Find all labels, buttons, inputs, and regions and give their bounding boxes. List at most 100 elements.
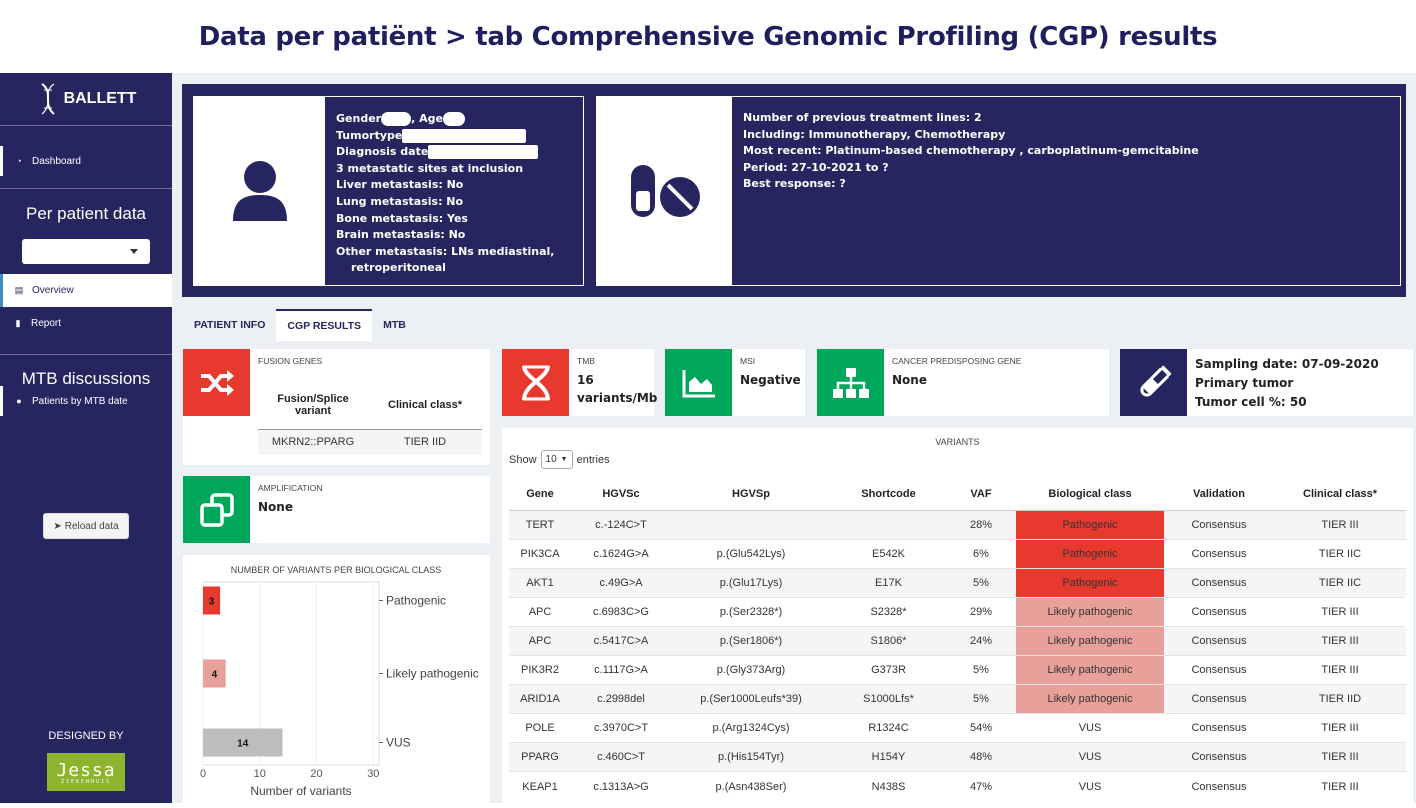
- table-row[interactable]: ARID1A c.2998del p.(Ser1000Leufs*39) S1000L…: [509, 684, 1406, 714]
- bar-value-label: 14: [237, 739, 249, 750]
- table-cell: 24%: [946, 625, 1016, 656]
- tmb-value-unit: variants/Mb: [577, 391, 658, 405]
- sidebar-item-label: Patients by MTB date: [32, 395, 128, 407]
- table-cell: VUS: [1016, 713, 1164, 743]
- reload-data-button[interactable]: ➤ Reload data: [43, 513, 129, 539]
- amplification-icon-box: [183, 476, 250, 543]
- age-label: , Age: [411, 112, 443, 125]
- column-header[interactable]: HGVSc: [571, 478, 671, 511]
- table-cell: Pathogenic: [1016, 567, 1164, 598]
- person-icon-box: [194, 97, 325, 285]
- table-cell: APC: [509, 596, 571, 627]
- variants-box: VARIANTS Show 10 ▼ entries Gene HGVSc HGVSp…: [502, 428, 1413, 803]
- table-row[interactable]: PIK3R2 c.1117G>A p.(Gly373Arg) G373R 5% Likel…: [509, 654, 1406, 685]
- sidebar-item-patients-by-mtb[interactable]: ● Patients by MTB date: [0, 386, 172, 416]
- variants-chart-box: NUMBER OF VARIANTS PER BIOLOGICAL CLASS 0…: [183, 555, 490, 803]
- clinical-class-col-header[interactable]: Clinical class*: [388, 398, 462, 411]
- patient-select[interactable]: [22, 239, 150, 264]
- table-row[interactable]: POLE c.3970C>T p.(Arg1324Cys) R1324C 54% VUS C…: [509, 713, 1406, 743]
- table-cell: APC: [509, 625, 571, 656]
- patient-banner: Gender , Age Tumortype Diagnosis date 3 m…: [182, 84, 1406, 297]
- treatment-period: Period: 27-10-2021 to ?: [743, 160, 889, 174]
- app-logo[interactable]: BALLETT: [0, 73, 172, 126]
- cpg-icon-box: [817, 349, 884, 416]
- column-header[interactable]: Clinical class*: [1274, 478, 1406, 511]
- treatment-lines: Number of previous treatment lines: 2: [743, 111, 982, 124]
- jessa-logo-sub: ZIEKENHUIS: [60, 778, 112, 785]
- table-cell: Pathogenic: [1016, 509, 1164, 540]
- sidebar-item-report[interactable]: ▮ Report: [0, 307, 172, 340]
- table-cell: p.(Ser2328*): [671, 596, 831, 627]
- table-cell: Consensus: [1164, 509, 1274, 540]
- table-cell: TIER IIC: [1274, 567, 1406, 598]
- table-cell: 28%: [946, 509, 1016, 540]
- table-cell: Consensus: [1164, 771, 1274, 801]
- cpg-value: None: [892, 373, 927, 387]
- fusion-variant-cell: MKRN2::PPARG: [271, 436, 355, 449]
- section-header-per-patient: Per patient data: [25, 204, 147, 223]
- tumortype-label: Tumortype: [336, 128, 403, 142]
- patient-card: Gender , Age Tumortype Diagnosis date 3 m…: [193, 96, 584, 286]
- area-chart-icon: [682, 369, 715, 397]
- table-cell: 5%: [946, 684, 1016, 714]
- metastatic-sites: 3 metastatic sites at inclusion: [336, 161, 524, 175]
- table-cell: PPARG: [509, 742, 571, 772]
- table-cell: TERT: [509, 509, 571, 540]
- redacted: [442, 112, 465, 126]
- chart-title: NUMBER OF VARIANTS PER BIOLOGICAL CLASS: [231, 565, 442, 575]
- table-cell: c.1313A>G: [571, 771, 671, 801]
- column-header[interactable]: Shortcode: [831, 478, 946, 511]
- table-cell: p.(Glu542Lys): [671, 538, 831, 569]
- table-row[interactable]: PPARG c.460C>T p.(His154Tyr) H154Y 48% VUS Con…: [509, 742, 1406, 772]
- fusion-class-cell: TIER IID: [403, 436, 447, 449]
- table-cell: VUS: [1016, 742, 1164, 772]
- table-cell: p.(Asn438Ser): [671, 771, 831, 801]
- table-cell: TIER III: [1274, 771, 1406, 801]
- tab-cgp-results[interactable]: CGP RESULTS: [276, 309, 373, 341]
- tab-patient-info[interactable]: PATIENT INFO: [183, 309, 277, 341]
- msi-value: Negative: [740, 373, 801, 387]
- cpg-title: CANCER PREDISPOSING GENE: [892, 356, 1022, 366]
- entries-select[interactable]: 10 ▼: [540, 450, 573, 469]
- tab-mtb[interactable]: MTB: [372, 309, 417, 341]
- table-cell: N438S: [831, 771, 946, 801]
- table-cell: Consensus: [1164, 625, 1274, 656]
- logo-text: BALLETT: [63, 90, 137, 107]
- column-header[interactable]: HGVSp: [671, 478, 831, 511]
- column-header[interactable]: Gene: [509, 478, 571, 511]
- column-header[interactable]: Biological class: [1016, 478, 1164, 511]
- table-row[interactable]: PIK3CA c.1624G>A p.(Glu542Lys) E542K 6% Patho…: [509, 538, 1406, 569]
- fusion-col-header[interactable]: Fusion/Splice variant: [277, 392, 349, 417]
- table-cell: TIER III: [1274, 509, 1406, 540]
- table-cell: 5%: [946, 654, 1016, 685]
- redacted: [402, 128, 527, 143]
- table-cell: TIER III: [1274, 625, 1406, 656]
- column-header[interactable]: VAF: [946, 478, 1016, 511]
- table-cell: TIER III: [1274, 596, 1406, 627]
- table-row[interactable]: APC c.5417C>A p.(Ser1806*) S1806* 24% Likely …: [509, 625, 1406, 656]
- table-row[interactable]: APC c.6983C>G p.(Ser2328*) S2328* 29% Likely …: [509, 596, 1406, 627]
- sidebar-item-overview[interactable]: ▤ Overview: [0, 274, 172, 307]
- table-cell: p.(Ser1806*): [671, 625, 831, 656]
- table-row[interactable]: TERT c.-124C>T 28% Pathogenic Consensus TIER …: [509, 509, 1406, 540]
- table-cell: c.3970C>T: [571, 713, 671, 743]
- column-header[interactable]: Validation: [1164, 478, 1274, 511]
- table-row[interactable]: KEAP1 c.1313A>G p.(Asn438Ser) N438S 47% VUS Co…: [509, 771, 1406, 801]
- table-row[interactable]: AKT1 c.49G>A p.(Glu17Lys) E17K 5% Pathogenic C…: [509, 567, 1406, 598]
- table-cell: KEAP1: [509, 771, 571, 801]
- msi-title: MSI: [740, 356, 756, 366]
- comments-icon: ●: [16, 396, 22, 406]
- fusion-table: Fusion/Splice variant Clinical class* MK…: [258, 381, 482, 455]
- table-cell: p.(Arg1324Cys): [671, 713, 831, 743]
- bar-value-label: 3: [209, 597, 215, 608]
- test-tube-icon: [1139, 365, 1171, 397]
- treatment-best-response: Best response: ?: [743, 177, 846, 191]
- bar: [203, 728, 283, 757]
- sidebar-item-label: Report: [31, 318, 62, 329]
- table-cell: POLE: [509, 713, 571, 743]
- table-cell: p.(Glu17Lys): [671, 567, 831, 598]
- table-cell: Pathogenic: [1016, 538, 1164, 569]
- file-icon: ▮: [15, 318, 21, 328]
- sidebar-item-dashboard[interactable]: ◔ Dashboard: [0, 146, 172, 176]
- main-content: Gender , Age Tumortype Diagnosis date 3 m…: [172, 73, 1416, 803]
